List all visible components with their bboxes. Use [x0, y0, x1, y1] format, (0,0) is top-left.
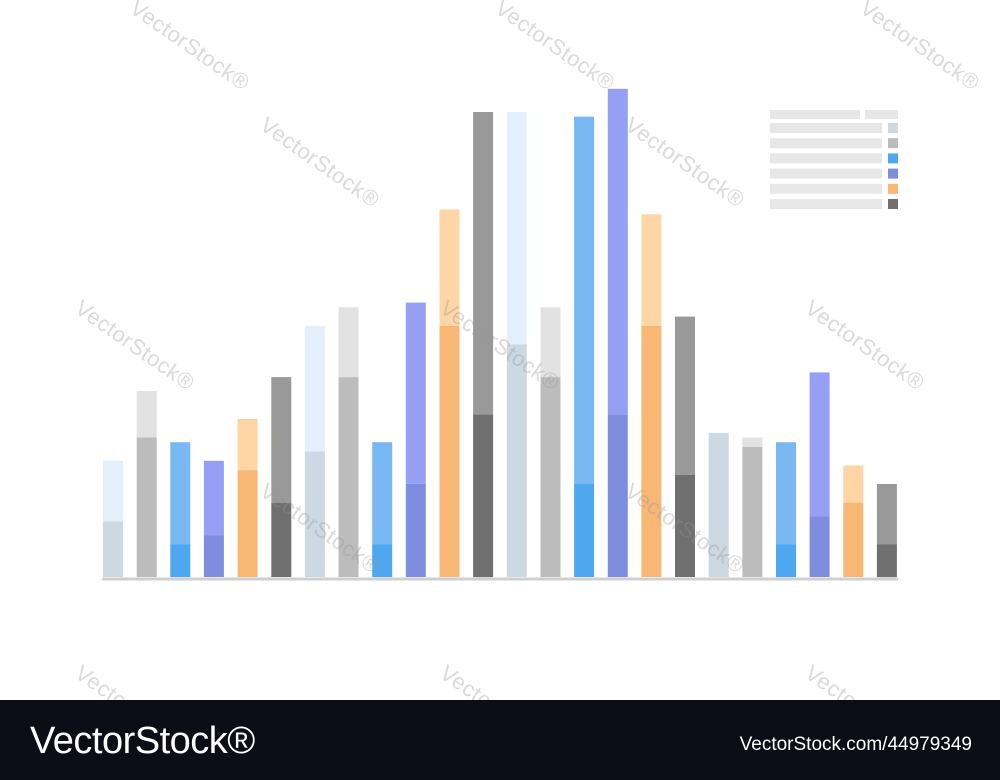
- bar-segment-7-lower: [304, 451, 325, 577]
- bar-segment-13-lower: [506, 344, 527, 577]
- legend-swatch: [888, 123, 898, 133]
- legend-row: [770, 153, 882, 164]
- bar-segment-1-upper: [103, 460, 123, 522]
- legend-swatch: [888, 138, 898, 149]
- bar-segment-12-upper: [473, 112, 494, 415]
- image-id-label: VectorStock.com/44979349: [739, 734, 972, 755]
- bar-segment-7-upper: [304, 325, 325, 452]
- legend-row: [770, 138, 882, 149]
- bar-segment-18-lower: [675, 474, 695, 577]
- legend-row: [770, 123, 882, 133]
- bar-segment-5-lower: [237, 470, 258, 578]
- chart-area: VectorStock® VectorStock® VectorStock® V…: [71, 0, 985, 700]
- bar-segment-15-lower: [574, 484, 595, 577]
- brand-logo: VectorStock®: [30, 720, 255, 762]
- bar-segment-13-upper: [506, 112, 527, 345]
- legend-header-bar: [770, 110, 860, 119]
- bar-segment-11-lower: [439, 325, 460, 577]
- bar-segment-1-lower: [103, 521, 123, 577]
- bar-segment-21-upper: [776, 442, 796, 545]
- bar-segment-10-lower: [405, 484, 426, 577]
- bar-segment-8-lower: [338, 377, 359, 577]
- bar-segment-21-lower: [776, 544, 796, 578]
- bar-segment-17-upper: [641, 214, 662, 326]
- bar-segment-5-upper: [237, 418, 258, 470]
- bar-segment-8-upper: [338, 307, 359, 378]
- bar-segment-12-lower: [473, 414, 494, 578]
- bar-segment-2-upper: [136, 391, 157, 438]
- bar-segment-16-lower: [607, 414, 628, 578]
- bar-group: [103, 88, 897, 578]
- legend-swatch: [888, 183, 898, 194]
- bar-segment-20-lower: [742, 446, 763, 577]
- bar-segment-22-lower: [809, 516, 830, 577]
- bar-segment-14-upper: [540, 307, 561, 378]
- bar-segment-23-upper: [843, 465, 864, 503]
- legend-header-bar: [865, 110, 898, 119]
- bar-segment-4-upper: [203, 460, 224, 536]
- bar-segment-3-upper: [170, 442, 191, 545]
- bar-segment-2-lower: [136, 437, 157, 577]
- bar-segment-20-upper: [742, 437, 763, 447]
- bar-segment-9-upper: [372, 442, 393, 545]
- bar-chart: [102, 88, 898, 581]
- legend-swatch: [888, 199, 898, 209]
- bar-segment-15-upper: [574, 116, 595, 484]
- legend-row: [770, 168, 882, 179]
- bar-segment-14-lower: [540, 377, 561, 577]
- legend-row: [770, 183, 882, 194]
- bar-segment-22-upper: [809, 372, 830, 517]
- bar-segment-23-lower: [843, 502, 864, 577]
- bar-segment-4-lower: [203, 535, 224, 577]
- legend-row: [770, 199, 882, 209]
- bar-segment-24-upper: [876, 484, 897, 545]
- bar-segment-10-upper: [405, 302, 426, 484]
- legend-swatch: [888, 153, 898, 164]
- bar-segment-18-upper: [675, 316, 695, 475]
- bar-segment-6-upper: [271, 377, 292, 503]
- bar-segment-9-lower: [372, 544, 393, 578]
- legend: [770, 110, 898, 209]
- bar-segment-19-lower: [708, 432, 729, 578]
- legend-swatch: [888, 168, 898, 179]
- bar-segment-17-lower: [641, 325, 662, 577]
- bar-segment-3-lower: [170, 544, 191, 578]
- bar-segment-11-upper: [439, 209, 460, 326]
- footer-bar: VectorStock® VectorStock.com/44979349: [0, 700, 1000, 780]
- bar-segment-24-lower: [876, 544, 897, 578]
- bar-segment-6-lower: [271, 502, 292, 577]
- bar-segment-16-upper: [607, 88, 628, 415]
